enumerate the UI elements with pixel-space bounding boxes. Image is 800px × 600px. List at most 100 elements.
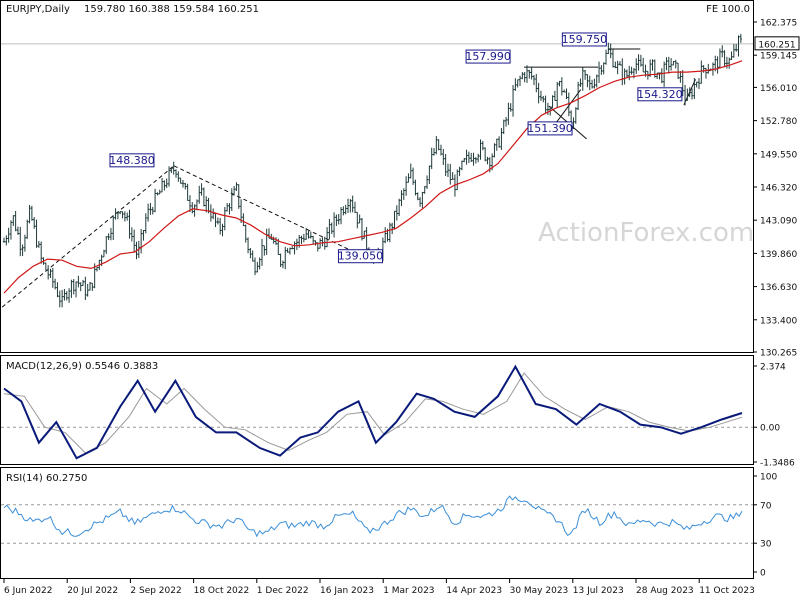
price-bar — [737, 35, 740, 57]
price-bar — [681, 70, 684, 97]
price-bar — [425, 175, 429, 190]
macd-panel-frame — [0, 355, 754, 465]
price-bar — [214, 212, 217, 228]
price-bar — [253, 257, 257, 276]
price-bar — [446, 163, 450, 178]
price-bar — [588, 75, 591, 91]
price-bar — [551, 95, 554, 108]
price-bar — [390, 222, 394, 235]
price-bar — [581, 67, 584, 91]
price-bar — [291, 246, 294, 250]
date-tick-label: 11 Oct 2023 — [699, 586, 755, 596]
price-bar — [648, 59, 652, 77]
last-price-badge: 160.251 — [754, 36, 800, 51]
price-annotation: 157.990 — [465, 49, 511, 64]
rsi-tick-label: 100 — [760, 473, 777, 483]
price-bar — [172, 161, 175, 175]
price-bar — [114, 208, 117, 220]
price-bar — [205, 196, 208, 213]
price-bar — [635, 58, 638, 74]
price-bar — [630, 66, 633, 75]
price-bar — [251, 250, 254, 262]
price-bar — [470, 152, 473, 162]
price-bar — [395, 205, 399, 221]
price-bar — [393, 210, 396, 230]
price-bar — [509, 103, 512, 112]
price-bar — [167, 166, 171, 187]
macd-line — [3, 364, 743, 460]
price-bar — [37, 240, 41, 248]
price-bar — [2, 237, 6, 243]
price-bar — [153, 188, 157, 213]
price-bar — [430, 147, 433, 170]
price-bar — [704, 67, 708, 79]
price-bar — [265, 228, 268, 255]
price-bar — [77, 275, 80, 288]
price-bar — [223, 206, 227, 231]
macd-signal-line — [3, 372, 743, 454]
price-bar — [351, 195, 354, 213]
price-bar — [12, 215, 15, 226]
last-price-label: 160.251 — [758, 40, 795, 50]
price-bar — [325, 227, 329, 248]
price-bar — [707, 63, 710, 74]
price-bar — [590, 79, 594, 89]
price-bar — [388, 222, 392, 243]
price-bar — [35, 219, 38, 248]
price-bar — [353, 201, 357, 214]
rsi-tick-label: 30 — [760, 540, 772, 550]
price-bar — [321, 237, 324, 247]
price-bar — [558, 80, 561, 87]
price-tick-label: 162.375 — [760, 19, 797, 29]
rsi-line — [3, 495, 743, 538]
price-bar — [411, 167, 415, 185]
price-bar — [284, 246, 287, 270]
trendline — [173, 165, 375, 263]
price-bar — [184, 182, 187, 190]
price-bar — [409, 163, 412, 179]
price-bar — [144, 213, 147, 234]
price-bar — [188, 195, 192, 213]
price-bar — [553, 90, 557, 101]
price-bar — [200, 183, 203, 196]
price-bar — [193, 204, 196, 217]
price-bar — [81, 279, 85, 286]
price-annotation: 154.320 — [637, 87, 683, 102]
price-bar — [616, 60, 619, 75]
price-bar — [246, 237, 250, 254]
price-bar — [407, 173, 410, 183]
price-bar — [567, 92, 571, 117]
price-bar — [5, 235, 8, 246]
price-bar — [421, 191, 424, 209]
price-bar — [611, 49, 615, 68]
price-bar — [151, 206, 154, 215]
price-bar — [544, 95, 547, 113]
watermark: ActionForex.com — [538, 218, 754, 248]
price-bar — [493, 143, 496, 158]
price-bar — [309, 231, 313, 239]
date-tick-label: 6 Jun 2022 — [4, 586, 52, 596]
price-bar — [235, 182, 238, 191]
price-bar — [562, 89, 566, 93]
price-bar — [356, 211, 359, 229]
price-bar — [139, 229, 143, 254]
annotation-label: 154.320 — [637, 88, 683, 101]
price-bar — [716, 56, 719, 74]
price-bar — [272, 236, 275, 244]
price-annotation: 159.750 — [562, 32, 607, 47]
price-bar — [402, 188, 405, 201]
price-bar — [702, 65, 705, 73]
price-bar — [237, 184, 240, 209]
price-bar — [639, 54, 643, 67]
price-bar — [337, 213, 340, 225]
price-bars — [2, 33, 743, 308]
price-bar — [316, 242, 319, 252]
price-bar — [576, 81, 580, 110]
price-bar — [530, 66, 533, 80]
price-bar — [293, 241, 296, 255]
price-bar — [125, 212, 129, 221]
price-bar — [249, 248, 252, 259]
price-bar — [486, 156, 489, 165]
price-bar — [532, 75, 536, 86]
price-bar — [474, 157, 478, 164]
